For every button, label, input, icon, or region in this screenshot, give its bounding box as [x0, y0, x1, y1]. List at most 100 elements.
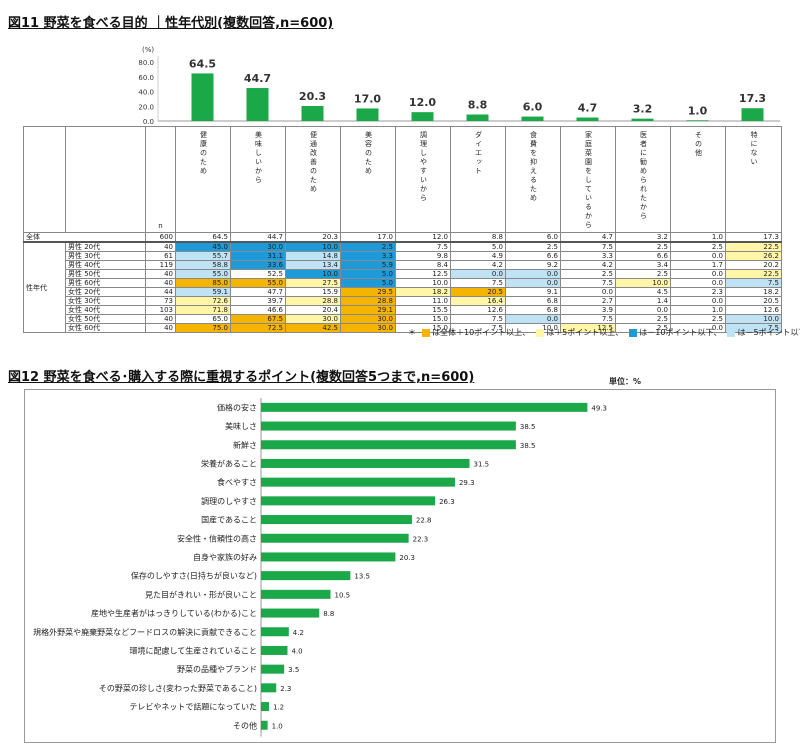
data-label: 10.5 [335, 591, 351, 599]
data-label: 1.0 [688, 104, 708, 117]
column-header: 便通改善のため [285, 126, 341, 233]
table-cell: 14.8 [285, 251, 341, 261]
table-cell: 5.9 [340, 260, 396, 270]
table-cell: 0.0 [670, 269, 726, 279]
data-label: 8.8 [323, 610, 334, 618]
data-label: 4.2 [293, 629, 304, 637]
bar [356, 108, 379, 121]
table-cell: 10.0 [395, 278, 451, 288]
table-cell: 12.6 [450, 305, 506, 315]
bar [261, 627, 289, 637]
data-label: 20.3 [299, 90, 326, 103]
bar [261, 645, 288, 655]
bar [261, 608, 320, 618]
fig12-horizontal-bar-chart: 価格の安さ 49.3 美味しさ 38.5 新鮮さ 38.5 栄養があること 31.5 食べやすさ… [24, 389, 776, 743]
data-label: 29.3 [459, 479, 475, 487]
table-cell: 18.2 [395, 287, 451, 297]
table-cell: 55.0 [175, 269, 231, 279]
data-label: 12.0 [409, 96, 436, 109]
column-header: 健康のため [175, 126, 231, 233]
bar [261, 533, 409, 543]
legend-text: は全体＋10ポイント以上、 [432, 328, 531, 337]
data-label: 1.0 [272, 722, 283, 730]
fig11-legend: ＊ は全体＋10ポイント以上、 は＋5ポイント以上、 は－10ポイント以下、 は－5ポ… [408, 327, 800, 338]
n-value: 40 [145, 323, 176, 333]
table-cell: 28.8 [340, 296, 396, 306]
table-cell: 10.0 [285, 269, 341, 279]
table-cell: 7.5 [450, 278, 506, 288]
category-label: テレビやネットで話題になっていた [129, 702, 257, 712]
column-header-label: 便通改善のため [309, 131, 318, 194]
column-header: 特にない [725, 126, 782, 233]
table-cell: 11.0 [395, 296, 451, 306]
bar [261, 402, 588, 412]
n-value: 40 [145, 278, 176, 288]
table-cell: 2.5 [560, 269, 616, 279]
bar [261, 496, 436, 506]
row-label: 女性 20代 [65, 287, 146, 297]
header-blank [65, 126, 146, 233]
data-label: 3.2 [633, 103, 653, 116]
column-header-label: 美味しいから [254, 131, 263, 185]
table-row: 女性 30代 73 72.6 39.7 28.8 28.8 11.0 16.4 6.8 2.7 1.… [24, 296, 782, 306]
n-value: 119 [145, 260, 176, 270]
table-cell: 1.0 [670, 232, 726, 243]
bar [261, 421, 516, 431]
table-cell: 64.5 [175, 232, 231, 243]
category-label: 見た目がきれい・形が良いこと [145, 589, 257, 599]
bar [261, 477, 455, 487]
legend-swatch [536, 328, 545, 337]
table-cell: 4.7 [560, 232, 616, 243]
table-total-row: 全体 600 64.5 44.7 20.3 17.0 12.0 8.8 6.0 4.7 3.2 1.0… [23, 232, 782, 243]
table-cell: 55.0 [230, 278, 286, 288]
table-cell: 9.8 [395, 251, 451, 261]
table-cell: 4.9 [450, 251, 506, 261]
table-cell: 45.0 [175, 241, 231, 252]
table-cell: 0.0 [615, 305, 671, 315]
table-cell: 7.5 [560, 278, 616, 288]
legend-prefix: ＊ [408, 328, 416, 337]
data-label: 31.5 [474, 460, 490, 468]
category-label: 食べやすさ [217, 477, 257, 487]
table-cell: 20.5 [725, 296, 782, 306]
row-label: 男性 40代 [65, 260, 146, 270]
bar [261, 720, 268, 730]
n-value: 40 [145, 314, 176, 324]
bar [576, 117, 599, 121]
category-label: 野菜の品種やブランド [177, 664, 257, 674]
table-row: 男性 30代 61 55.7 31.1 14.8 3.3 9.8 4.9 6.6 3.3 6.6 0.… [24, 251, 782, 261]
column-header: その他 [670, 126, 726, 233]
header-n: n [145, 126, 176, 233]
table-cell: 6.0 [505, 232, 561, 243]
row-label: 女性 30代 [65, 296, 146, 306]
column-header: 美味しいから [230, 126, 286, 233]
fig11-title: 図11 野菜を食べる目的 ｜性年代別(複数回答,n=600) [8, 16, 334, 31]
table-row: 女性 50代 40 65.0 67.5 30.0 30.0 15.0 7.5 0.0 7.5 2.5… [24, 314, 782, 324]
category-label: 産地や生産者がはっきりしている(わかる)こと [91, 608, 257, 618]
table-cell: 26.2 [725, 251, 782, 261]
table-cell: 44.7 [230, 232, 286, 243]
legend-swatch [727, 328, 736, 337]
fig12-title: 図12 野菜を食べる･購入する際に重視するポイント(複数回答5つまで,n=600… [8, 370, 475, 385]
table-cell: 0.0 [505, 314, 561, 324]
table-cell: 7.5 [725, 278, 782, 288]
table-cell: 2.5 [340, 241, 396, 252]
table-cell: 27.5 [285, 278, 341, 288]
bar [261, 664, 285, 674]
table-cell: 15.9 [285, 287, 341, 297]
table-cell: 65.0 [175, 314, 231, 324]
table-cell: 6.6 [615, 251, 671, 261]
table-cell: 46.6 [230, 305, 286, 315]
n-value: 40 [145, 269, 176, 279]
bar [246, 88, 269, 121]
data-label: 38.5 [520, 423, 536, 431]
table-cell: 15.5 [395, 305, 451, 315]
table-cell: 5.0 [450, 241, 506, 252]
group-label: 性年代 [23, 241, 66, 333]
category-label: 規格外野菜や廃棄野菜などフードロスの解決に貢献できること [33, 627, 257, 637]
category-label: 価格の安さ [217, 402, 257, 412]
table-cell: 0.0 [670, 296, 726, 306]
n-value: 73 [145, 296, 176, 306]
category-label: 栄養があること [201, 458, 257, 468]
n-value: 44 [145, 287, 176, 297]
